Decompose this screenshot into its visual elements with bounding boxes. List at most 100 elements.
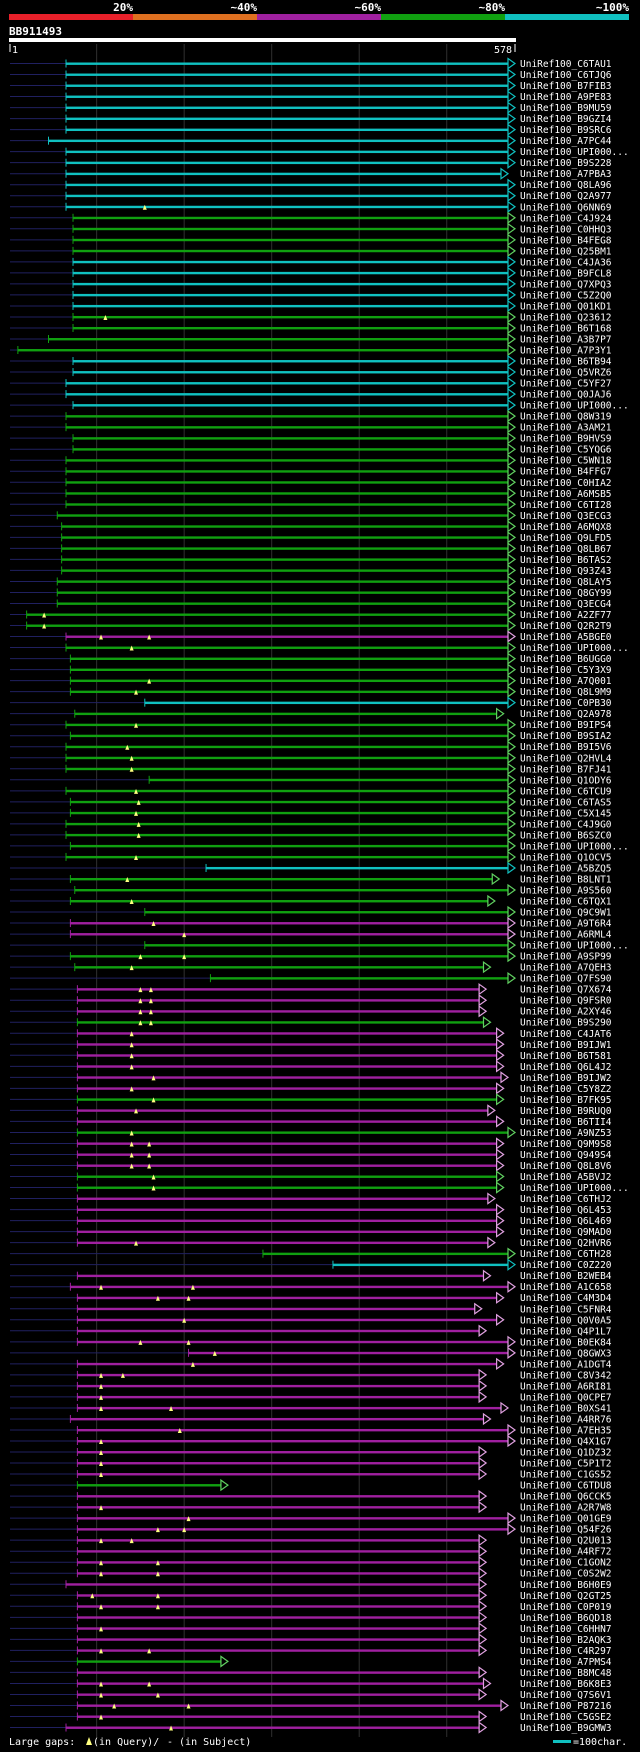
hit-label[interactable]: UniRef100_Q2GT25 — [520, 1591, 612, 1602]
hit-label[interactable]: UniRef100_C5FNR4 — [520, 1304, 612, 1315]
hit-label[interactable]: UniRef100_C5P1T2 — [520, 1459, 612, 1470]
hit-row[interactable]: UniRef100_C4R297 — [10, 1644, 612, 1657]
hit-row[interactable]: UniRef100_C4JA36 — [10, 255, 612, 269]
hit-row[interactable]: UniRef100_Q3ECG3 — [10, 509, 612, 522]
hit-label[interactable]: UniRef100_Q9MAD0 — [520, 1227, 612, 1238]
hit-label[interactable]: UniRef100_C5Z2Q0 — [520, 290, 612, 301]
hit-row[interactable]: UniRef100_B6QD18 — [10, 1611, 612, 1624]
hit-row[interactable]: UniRef100_A2ZF77 — [10, 608, 612, 622]
hit-row[interactable]: UniRef100_A7EH35 — [10, 1423, 612, 1437]
hit-row[interactable]: UniRef100_Q9FSR0 — [10, 994, 612, 1007]
hit-row[interactable]: UniRef100_C6HHN7 — [10, 1622, 612, 1635]
hit-label[interactable]: UniRef100_B6TII4 — [520, 1117, 612, 1128]
hit-row[interactable]: UniRef100_B9IJW1 — [10, 1038, 612, 1051]
hit-row[interactable]: UniRef100_B6T581 — [10, 1049, 612, 1062]
hit-row[interactable]: UniRef100_Q9MAD0 — [10, 1225, 612, 1239]
hit-row[interactable]: UniRef100_Q1ODY6 — [10, 773, 612, 787]
hit-row[interactable]: UniRef100_C5WN18 — [10, 454, 612, 467]
hit-row[interactable]: UniRef100_UPI000... — [10, 839, 629, 853]
hit-label[interactable]: UniRef100_B6H0E9 — [520, 1580, 612, 1591]
hit-row[interactable]: UniRef100_Q8GY99 — [10, 586, 612, 599]
hit-label[interactable]: UniRef100_A9S560 — [520, 886, 612, 897]
hit-row[interactable]: UniRef100_A5BZQ5 — [10, 861, 612, 875]
hit-row[interactable]: UniRef100_Q8LAY5 — [10, 575, 612, 588]
hit-row[interactable]: UniRef100_B2WEB4 — [10, 1269, 612, 1283]
hit-label[interactable]: UniRef100_Q8LB67 — [520, 544, 612, 555]
hit-row[interactable]: UniRef100_Q7FS90 — [10, 971, 612, 985]
hit-row[interactable]: UniRef100_B9S290 — [10, 1016, 612, 1029]
hit-row[interactable]: UniRef100_A9PE83 — [10, 90, 612, 104]
hit-row[interactable]: UniRef100_P87216 — [10, 1699, 612, 1712]
hit-row[interactable]: UniRef100_Q8W319 — [10, 409, 612, 423]
hit-label[interactable]: UniRef100_Q6L453 — [520, 1205, 612, 1216]
hit-row[interactable]: UniRef100_C6TDU8 — [10, 1478, 612, 1492]
hit-row[interactable]: UniRef100_C4J9G0 — [10, 817, 612, 831]
hit-row[interactable]: UniRef100_C4M3D4 — [10, 1291, 612, 1305]
hit-label[interactable]: UniRef100_Q9FSR0 — [520, 996, 612, 1007]
hit-label[interactable]: UniRef100_A9SP99 — [520, 952, 612, 963]
hit-row[interactable]: UniRef100_C4J924 — [10, 211, 612, 225]
hit-row[interactable]: UniRef100_B9IPS4 — [10, 718, 612, 732]
hit-label[interactable]: UniRef100_Q2U013 — [520, 1536, 612, 1547]
hit-label[interactable]: UniRef100_A4RR76 — [520, 1414, 612, 1425]
hit-row[interactable]: UniRef100_C5X145 — [10, 806, 612, 820]
hit-row[interactable]: UniRef100_C1GS52 — [10, 1467, 612, 1481]
hit-label[interactable]: UniRef100_B6UGG0 — [520, 654, 612, 665]
hit-row[interactable]: UniRef100_Q8LB67 — [10, 542, 612, 555]
hit-label[interactable]: UniRef100_Q2A977 — [520, 191, 612, 202]
hit-label[interactable]: UniRef100_B9SIA2 — [520, 731, 612, 742]
hit-row[interactable]: UniRef100_A6MSB5 — [10, 487, 612, 500]
hit-label[interactable]: UniRef100_C5Y8Z2 — [520, 1084, 612, 1095]
hit-row[interactable]: UniRef100_C1GON2 — [10, 1556, 612, 1569]
hit-label[interactable]: UniRef100_B2WEB4 — [520, 1271, 612, 1282]
hit-label[interactable]: UniRef100_C6HHN7 — [520, 1624, 612, 1635]
hit-label[interactable]: UniRef100_B9IJW2 — [520, 1073, 612, 1084]
hit-row[interactable]: UniRef100_B9MU59 — [10, 101, 612, 115]
hit-label[interactable]: UniRef100_B9S228 — [520, 158, 612, 169]
hit-row[interactable]: UniRef100_B6K8E3 — [10, 1677, 612, 1690]
hit-label[interactable]: UniRef100_UPI000... — [520, 643, 629, 654]
hit-row[interactable]: UniRef100_A4RR76 — [10, 1412, 612, 1426]
hit-row[interactable]: UniRef100_A2R7W8 — [10, 1500, 612, 1514]
hit-label[interactable]: UniRef100_Q8W319 — [520, 412, 612, 423]
hit-row[interactable]: UniRef100_A6MQX8 — [10, 520, 612, 533]
hit-label[interactable]: UniRef100_B4FEG8 — [520, 235, 612, 246]
hit-row[interactable]: UniRef100_Q1OCV5 — [10, 850, 612, 864]
hit-label[interactable]: UniRef100_Q4P1L7 — [520, 1326, 612, 1337]
hit-label[interactable]: UniRef100_A5BGE0 — [520, 632, 612, 643]
hit-label[interactable]: UniRef100_Q3ECG3 — [520, 511, 612, 522]
hit-row[interactable]: UniRef100_Q6NN69 — [10, 200, 612, 214]
hit-row[interactable]: UniRef100_C5P1T2 — [10, 1456, 612, 1470]
hit-label[interactable]: UniRef100_B6K8E3 — [520, 1679, 612, 1690]
hit-row[interactable]: UniRef100_A2XY46 — [10, 1005, 612, 1018]
hit-label[interactable]: UniRef100_A7EH35 — [520, 1425, 612, 1436]
hit-label[interactable]: UniRef100_C0S2W2 — [520, 1569, 612, 1580]
hit-label[interactable]: UniRef100_B0EK84 — [520, 1337, 612, 1348]
hit-label[interactable]: UniRef100_B9FCL8 — [520, 268, 612, 279]
hit-row[interactable]: UniRef100_C6TQX1 — [10, 894, 612, 908]
hit-row[interactable]: UniRef100_A7PC44 — [10, 134, 612, 148]
hit-row[interactable]: UniRef100_B9GZI4 — [10, 112, 612, 126]
hit-row[interactable]: UniRef100_C5Y3X9 — [10, 663, 612, 677]
hit-label[interactable]: UniRef100_B9SRC6 — [520, 125, 612, 136]
hit-label[interactable]: UniRef100_A5BZQ5 — [520, 863, 612, 874]
hit-row[interactable]: UniRef100_C6TI28 — [10, 498, 612, 511]
hit-row[interactable]: UniRef100_Q01KD1 — [10, 299, 612, 313]
hit-row[interactable]: UniRef100_C6TCU9 — [10, 784, 612, 798]
hit-row[interactable]: UniRef100_C0Z220 — [10, 1258, 612, 1272]
hit-row[interactable]: UniRef100_B9S228 — [10, 156, 612, 170]
hit-label[interactable]: UniRef100_Q6NN69 — [520, 202, 612, 213]
hit-label[interactable]: UniRef100_B0XS41 — [520, 1403, 612, 1414]
hit-row[interactable]: UniRef100_C5GSE2 — [10, 1710, 612, 1724]
hit-label[interactable]: UniRef100_B8MC48 — [520, 1668, 612, 1679]
hit-row[interactable]: UniRef100_B9SRC6 — [10, 123, 612, 136]
hit-label[interactable]: UniRef100_Q8LA96 — [520, 180, 612, 191]
hit-label[interactable]: UniRef100_C4R297 — [520, 1646, 612, 1657]
hit-label[interactable]: UniRef100_A6RI81 — [520, 1381, 612, 1392]
hit-label[interactable]: UniRef100_C6TAS5 — [520, 797, 612, 808]
hit-label[interactable]: UniRef100_Q8L9M9 — [520, 687, 612, 698]
hit-label[interactable]: UniRef100_Q9C9W1 — [520, 908, 612, 919]
hit-label[interactable]: UniRef100_C6TCU9 — [520, 786, 612, 797]
hit-row[interactable]: UniRef100_UPI000... — [10, 641, 629, 655]
hit-row[interactable]: UniRef100_UPI000... — [10, 1181, 629, 1195]
